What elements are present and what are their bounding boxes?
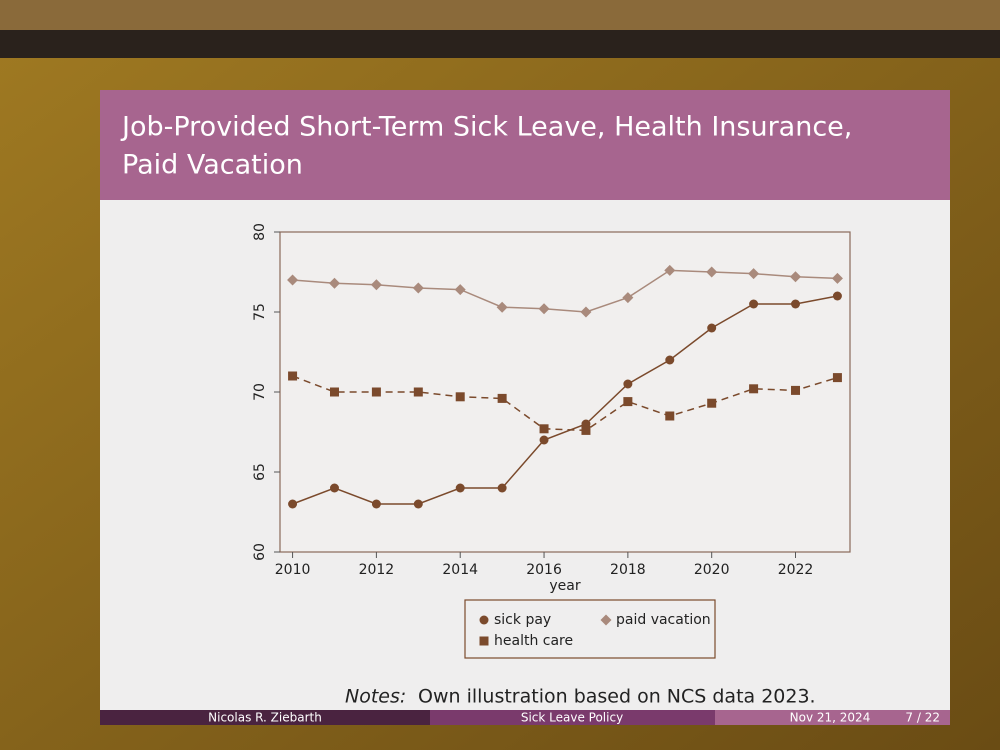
x-tick-label: 2016 [526,562,562,578]
notes-label: Notes: [345,686,406,708]
marker [623,379,633,389]
y-tick-label: 70 [252,383,268,401]
footer-page: 7 / 22 [905,711,940,725]
marker [748,268,760,280]
legend-box [464,599,716,659]
marker [371,387,381,397]
legend-label: health care [494,633,573,649]
marker [665,411,675,421]
x-tick-label: 2020 [694,562,730,578]
marker [371,499,381,509]
marker [539,424,549,434]
footer-title: Sick Leave Policy [521,711,623,725]
y-tick-label: 60 [252,543,268,561]
slide-title-bar [100,90,950,200]
series-line [292,269,838,313]
marker [580,306,592,318]
legend-marker [479,636,489,646]
y-tick-label: 80 [252,223,268,241]
marker [497,483,507,493]
marker [497,393,507,403]
x-tick-label: 2014 [442,562,478,578]
marker [539,435,549,445]
legend-marker [600,614,612,626]
x-tick-label: 2010 [275,562,311,578]
marker [538,303,550,315]
marker [370,279,382,291]
marker [791,299,801,309]
x-axis-label: year [549,578,580,594]
marker [707,323,717,333]
marker [749,384,759,394]
screen-top [0,30,1000,58]
marker [623,397,633,407]
x-tick-label: 2022 [778,562,814,578]
marker [329,387,339,397]
marker [791,385,801,395]
y-tick-label: 65 [252,463,268,481]
marker [413,499,423,509]
marker [706,266,718,278]
marker [287,274,299,286]
legend-label: paid vacation [616,612,711,628]
footer-date: Nov 21, 2024 [790,711,871,725]
footer-date-bg [715,710,950,725]
marker [455,392,465,402]
x-tick-label: 2012 [359,562,395,578]
marker [832,373,842,383]
series-line [292,295,838,505]
marker [329,483,339,493]
marker [288,371,298,381]
legend-label: sick pay [494,612,551,628]
marker [831,272,843,284]
marker [665,355,675,365]
footer-author: Nicolas R. Ziebarth [208,711,322,725]
marker [288,499,298,509]
marker [832,291,842,301]
series-line [292,375,838,432]
marker [707,398,717,408]
marker [749,299,759,309]
slide-title: Job-Provided Short-Term Sick Leave, Heal… [120,112,852,143]
marker [328,277,340,289]
marker [455,483,465,493]
footer-title-bg [430,710,715,725]
marker [413,387,423,397]
y-tick-label: 75 [252,303,268,321]
legend-marker [479,615,489,625]
slide-title: Paid Vacation [122,150,303,181]
marker [581,425,591,435]
marker [412,282,424,294]
marker [496,301,508,313]
notes: Own illustration based on NCS data 2023. [418,686,816,708]
marker [664,264,676,276]
footer-author-bg [100,710,430,725]
x-tick-label: 2018 [610,562,646,578]
marker [454,284,466,296]
marker [622,292,634,304]
marker [790,271,802,283]
